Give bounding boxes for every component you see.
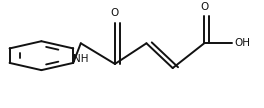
Text: O: O [200,2,208,12]
Text: NH: NH [73,54,88,64]
Text: O: O [111,9,119,18]
Text: OH: OH [234,38,250,48]
